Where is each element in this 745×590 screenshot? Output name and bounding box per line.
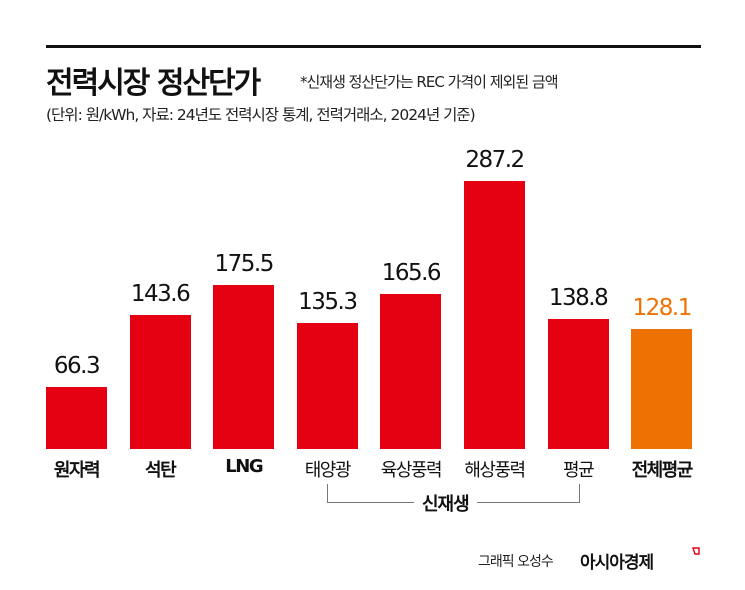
bar-value-label: 175.5 <box>214 251 275 277</box>
category-label: 원자력 <box>53 460 101 481</box>
bar-3 <box>296 323 358 449</box>
brand-mark-icon <box>692 547 700 555</box>
bar-6 <box>547 319 609 449</box>
graphic-credit: 그래픽 오성수 <box>478 554 554 570</box>
bar-value-label: 287.2 <box>465 147 525 173</box>
bar-value-label: 165.6 <box>381 260 442 286</box>
brand-logo: 아시아경제 <box>580 553 654 573</box>
category-label: LNG <box>225 456 263 477</box>
category-label: 전체평균 <box>631 460 694 481</box>
category-label: 태양광 <box>304 460 352 481</box>
bar-4 <box>380 294 442 449</box>
bar-value-label: 138.8 <box>548 285 609 311</box>
category-label: 석탄 <box>145 460 177 481</box>
category-label: 평균 <box>563 460 595 481</box>
top-rule <box>46 45 701 48</box>
group-label: 신재생 <box>414 490 477 516</box>
bar-2 <box>213 285 275 449</box>
bar-value-label: 143.6 <box>130 281 191 307</box>
bar-1 <box>129 315 191 449</box>
bar-7 <box>631 329 693 449</box>
chart-subtitle: (단위: 원/kWh, 자료: 24년도 전력시장 통계, 전력거래소, 202… <box>46 106 476 124</box>
category-label: 육상풍력 <box>380 460 443 481</box>
bar-value-label: 66.3 <box>53 353 101 379</box>
bar-value-label: 128.1 <box>632 295 693 321</box>
bar-0 <box>46 387 107 449</box>
chart-note: *신재생 정산단가는 REC 가격이 제외된 금액 <box>300 73 559 91</box>
bar-5 <box>464 181 525 449</box>
bar-value-label: 135.3 <box>298 289 358 315</box>
chart-title: 전력시장 정산단가 <box>46 66 261 101</box>
category-label: 해상풍력 <box>464 460 526 481</box>
